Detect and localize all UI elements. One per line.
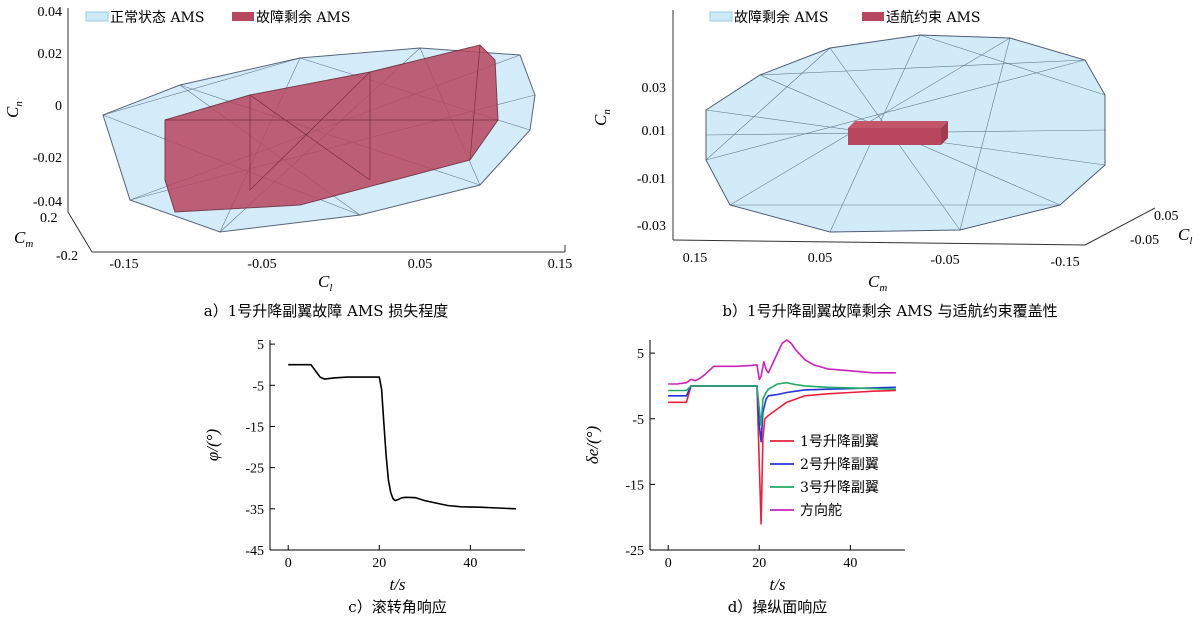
panel-b: 故障剩余 AMS 适航约束 AMS 0.03 0.01 -0.01 -0.03 … <box>591 9 1192 320</box>
cm-axis-label-b: Cm <box>868 272 887 294</box>
y-tick-label: -15 <box>625 478 644 493</box>
cl-tick-label: 0.05 <box>408 257 433 272</box>
cm-axis-label: Cm <box>14 228 33 250</box>
legend-label-4: 方向舵 <box>800 503 842 519</box>
legend-label-fault-ams: 故障剩余 AMS <box>256 9 351 26</box>
cm-tick-label: 0.05 <box>808 251 833 266</box>
y-tick-label: 5 <box>257 338 264 353</box>
series-line-1 <box>288 363 516 510</box>
cl-axis-label: Cl <box>318 272 332 294</box>
panel-a-cn-ticks: 0.04 0.02 0 -0.02 -0.04 <box>33 5 62 210</box>
cl-tick-label: -0.15 <box>109 257 138 272</box>
panel-caption: c）滚转角响应 <box>348 598 446 616</box>
x-tick-label: 20 <box>752 556 766 571</box>
panel-d-control-surface-response: 5 -5 -15 -25 0 20 40 t/s δe/(°) d）操纵面响应 1号升降副翼 2号升降… <box>583 339 905 616</box>
legend-swatch-fault-remaining-ams <box>709 11 733 22</box>
y-tick-label: -5 <box>632 413 644 428</box>
panel-b-cn-ticks: 0.03 0.01 -0.01 -0.03 <box>637 81 666 234</box>
series-line-4 <box>668 339 896 385</box>
cm-tick-label: 0.2 <box>40 211 58 226</box>
legend-label-3: 3号升降副翼 <box>800 480 879 496</box>
cn-tick-label: 0.02 <box>38 47 63 62</box>
y-tick-label: 5 <box>637 347 644 362</box>
legend-swatch-airworthiness-ams <box>862 12 884 21</box>
cl-tick-label: -0.05 <box>247 257 276 272</box>
legend-label-fault-remaining-ams: 故障剩余 AMS <box>734 9 829 26</box>
panel-a: 正常状态 AMS 故障剩余 AMS 0.04 0.02 0 -0.02 -0.0… <box>3 5 572 320</box>
x-tick-label: 40 <box>843 556 857 571</box>
y-tick-label: -15 <box>245 420 264 435</box>
legend-swatch-fault-ams <box>232 12 254 21</box>
cn-tick-label: 0.03 <box>642 81 667 96</box>
legend-label-airworthiness-ams: 适航约束 AMS <box>886 10 981 26</box>
fault-ams-edges <box>165 44 498 191</box>
cn-tick-label: -0.02 <box>33 151 62 166</box>
cm-tick-label: -0.2 <box>56 249 78 264</box>
x-tick-label: 0 <box>665 556 672 571</box>
series-line-3 <box>668 381 896 427</box>
panel-b-caption: b）1号升降副翼故障剩余 AMS 与适航约束覆盖性 <box>722 302 1057 320</box>
y-axis-label: φ/(°) <box>203 429 222 462</box>
cl-tick-label: 0.05 <box>1154 209 1179 224</box>
cn-tick-label: -0.01 <box>637 172 666 187</box>
cm-tick-label: 0.15 <box>683 251 708 266</box>
cn-tick-label: -0.04 <box>33 195 62 210</box>
panel-a-caption: a）1号升降副翼故障 AMS 损失程度 <box>204 302 449 320</box>
panel-b-legend: 故障剩余 AMS 适航约束 AMS <box>709 9 981 26</box>
airworthiness-ams-box <box>848 121 948 145</box>
x-axis-label: t/s <box>389 575 405 594</box>
x-tick-label: 0 <box>285 556 292 571</box>
series-line-1 <box>668 385 896 525</box>
cl-tick-label: 0.15 <box>548 257 573 272</box>
y-tick-label: -45 <box>245 544 264 559</box>
cn-tick-label: 0.01 <box>642 124 667 139</box>
cn-axis-label: Cn <box>3 101 25 118</box>
x-tick-label: 20 <box>372 556 386 571</box>
legend-label-2: 2号升降副翼 <box>800 457 879 473</box>
cn-tick-label: 0.04 <box>38 5 63 20</box>
cl-axis-label-b: Cl <box>1178 225 1192 247</box>
legend-swatch-normal-ams <box>85 11 109 22</box>
cn-tick-label: -0.03 <box>637 219 666 234</box>
x-axis-label: t/s <box>769 575 785 594</box>
panel-c-roll-response: 5 -5 -15 -25 -35 -45 0 20 40 t/s φ/(°) c）滚转角响应 <box>203 338 525 616</box>
panel-b-axes <box>672 10 1156 246</box>
y-axis-label: δe/(°) <box>583 426 602 465</box>
panel-a-axes <box>67 8 566 253</box>
cn-tick-label: 0 <box>55 99 62 114</box>
cl-tick-label: -0.05 <box>1130 233 1159 248</box>
panel-a-cl-ticks: -0.15 -0.05 0.05 0.15 <box>109 257 572 272</box>
cn-axis-label-b: Cn <box>591 109 613 126</box>
y-tick-label: -5 <box>252 379 264 394</box>
legend-label-1: 1号升降副翼 <box>800 434 879 450</box>
legend-label-normal-ams: 正常状态 AMS <box>110 10 205 26</box>
y-tick-label: -25 <box>625 544 644 559</box>
y-tick-label: -25 <box>245 462 264 477</box>
cm-tick-label: -0.05 <box>930 253 959 268</box>
panel-caption: d）操纵面响应 <box>728 598 828 616</box>
x-tick-label: 40 <box>463 556 477 571</box>
cm-tick-label: -0.15 <box>1050 255 1079 270</box>
panel-a-legend: 正常状态 AMS 故障剩余 AMS <box>85 9 351 26</box>
panel-b-cm-ticks: 0.15 0.05 -0.05 -0.15 <box>683 251 1080 270</box>
y-tick-label: -35 <box>245 503 264 518</box>
